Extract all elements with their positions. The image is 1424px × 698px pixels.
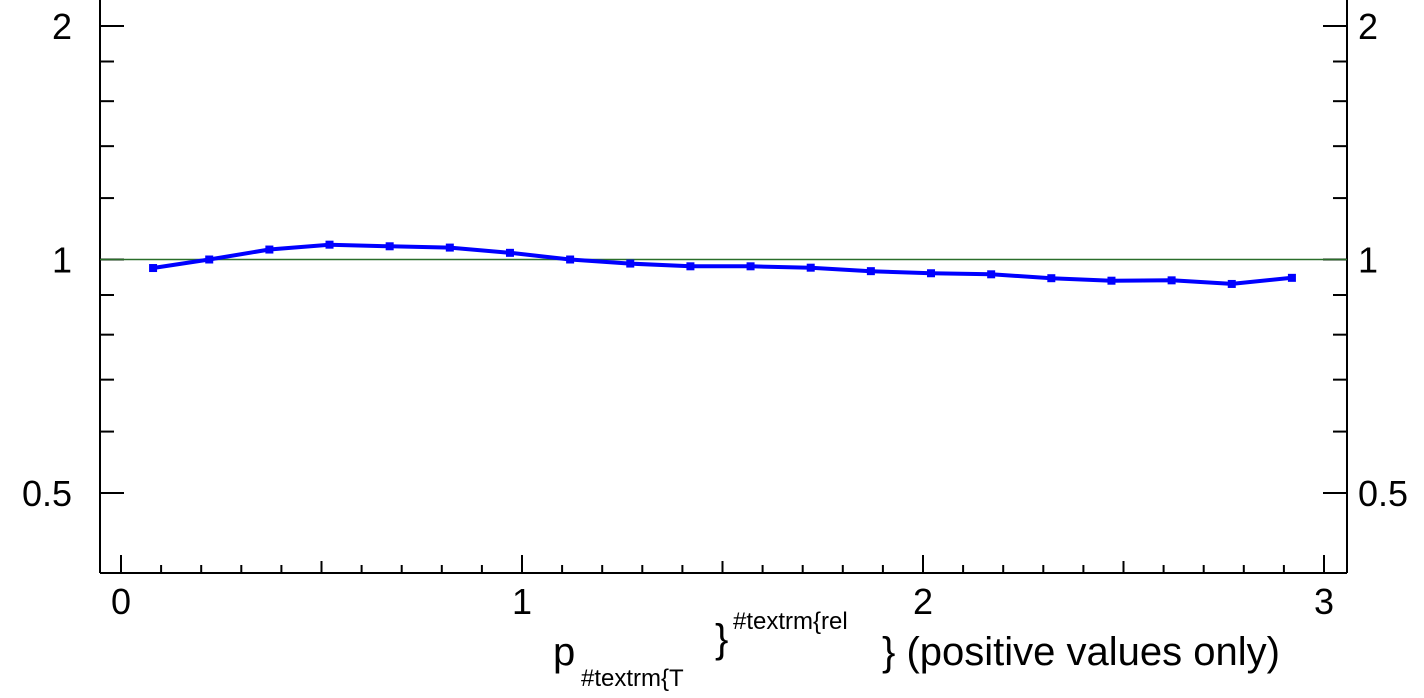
- data-point: [505, 248, 514, 257]
- series-layer: [149, 240, 1296, 288]
- data-point: [149, 264, 158, 273]
- y-right-tick-label: 1: [1358, 240, 1378, 281]
- data-point: [1287, 273, 1296, 282]
- axes-layer: [99, 0, 1348, 574]
- data-point: [566, 255, 575, 264]
- y-left-tick-label: 0.5: [22, 473, 72, 514]
- ticks-layer: [100, 25, 1347, 573]
- data-point: [1047, 274, 1056, 283]
- x-tick-label: 0: [111, 581, 131, 622]
- data-point: [987, 270, 996, 279]
- data-point: [1227, 279, 1236, 288]
- x-axis-title-superscript: #textrm{rel: [733, 608, 848, 635]
- x-axis-title-main: p: [553, 630, 575, 674]
- data-point: [385, 242, 394, 251]
- data-point: [686, 262, 695, 271]
- x-tick-label: 3: [1314, 581, 1334, 622]
- series-line: [152, 242, 1293, 286]
- data-point: [1107, 276, 1116, 285]
- x-tick-label: 1: [512, 581, 532, 622]
- labels-layer: 0 1 2 3 0.5 1 2 0.5 1 2: [22, 6, 1408, 622]
- x-axis-title-suffix: } (positive values only): [882, 630, 1280, 674]
- x-axis-title-brace: }: [715, 617, 728, 661]
- data-point: [866, 267, 875, 276]
- data-point: [445, 243, 454, 252]
- data-point: [806, 263, 815, 272]
- y-right-tick-label: 0.5: [1358, 473, 1408, 514]
- data-point: [325, 240, 334, 249]
- data-point: [927, 269, 936, 278]
- x-tick-label: 2: [913, 581, 933, 622]
- data-point: [746, 262, 755, 271]
- x-axis-title-subscript: #textrm{T: [581, 665, 684, 692]
- data-point: [626, 259, 635, 268]
- y-left-tick-label: 2: [52, 6, 72, 47]
- data-point: [1167, 276, 1176, 285]
- y-left-tick-label: 1: [52, 240, 72, 281]
- y-right-tick-label: 2: [1358, 6, 1378, 47]
- data-point: [265, 245, 274, 254]
- data-point: [205, 255, 214, 264]
